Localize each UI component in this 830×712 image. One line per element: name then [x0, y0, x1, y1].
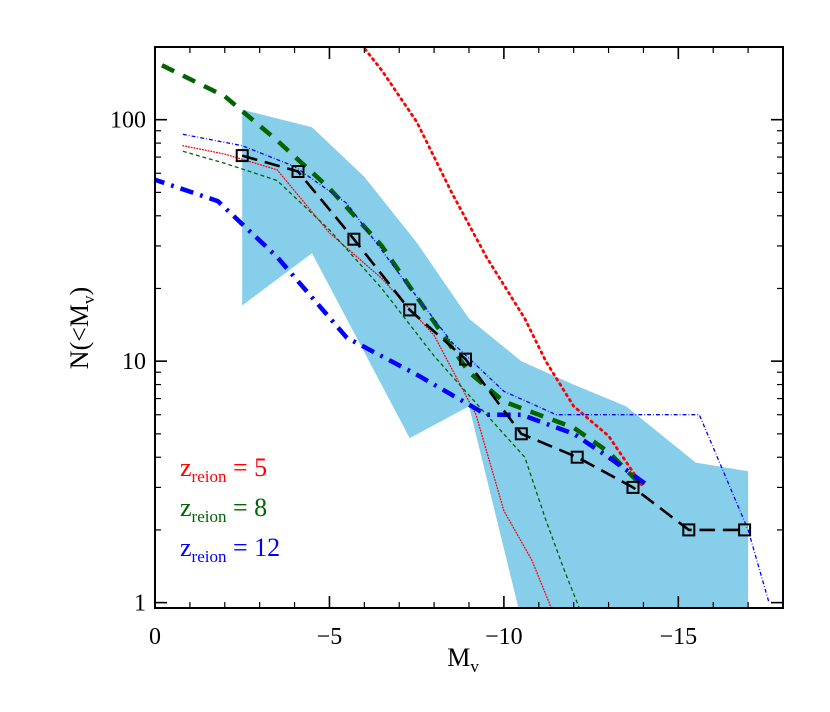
- x-tick-label: −10: [485, 624, 523, 650]
- series-line-1: [182, 145, 553, 608]
- series-line-3: [182, 150, 580, 608]
- x-tick-label: −5: [317, 624, 343, 650]
- data-point-marker: [459, 352, 472, 366]
- data-point-marker: [738, 523, 752, 537]
- data-point-marker: [235, 149, 249, 163]
- data-point-marker: [514, 427, 528, 441]
- observed-markers: [235, 149, 752, 537]
- x-tick-label: −15: [660, 624, 698, 650]
- series-line-0: [361, 47, 645, 489]
- legend: zreion = 5 zreion = 8 zreion = 12: [180, 453, 280, 566]
- data-point-marker: [403, 303, 417, 317]
- data-point-marker: [682, 523, 696, 537]
- data-point-marker: [570, 450, 584, 464]
- tick-labels: 0 −5 −10 −15 1 10 100: [110, 108, 697, 650]
- y-tick-label: 100: [110, 108, 146, 134]
- band-area: [242, 109, 749, 608]
- y-tick-label: 10: [122, 349, 146, 375]
- data-point-marker: [347, 232, 361, 246]
- x-tick-label: 0: [149, 624, 161, 650]
- y-tick-label: 1: [134, 591, 146, 617]
- legend-entry-z5: zreion = 5: [180, 453, 267, 486]
- legend-entry-z8: zreion = 8: [180, 493, 267, 526]
- series-line-4: [155, 177, 652, 490]
- y-axis-title: N(<Mv): [65, 287, 98, 369]
- legend-entry-z12: zreion = 12: [180, 533, 280, 566]
- x-axis-title: Mv: [447, 643, 479, 676]
- confidence-band: [242, 109, 749, 608]
- axis-ticks: [154, 46, 784, 608]
- series-line-5: [182, 133, 770, 603]
- data-point-marker: [626, 480, 640, 494]
- data-point-marker: [291, 165, 305, 178]
- series-lines: [155, 47, 770, 608]
- series-line-6: [241, 154, 745, 532]
